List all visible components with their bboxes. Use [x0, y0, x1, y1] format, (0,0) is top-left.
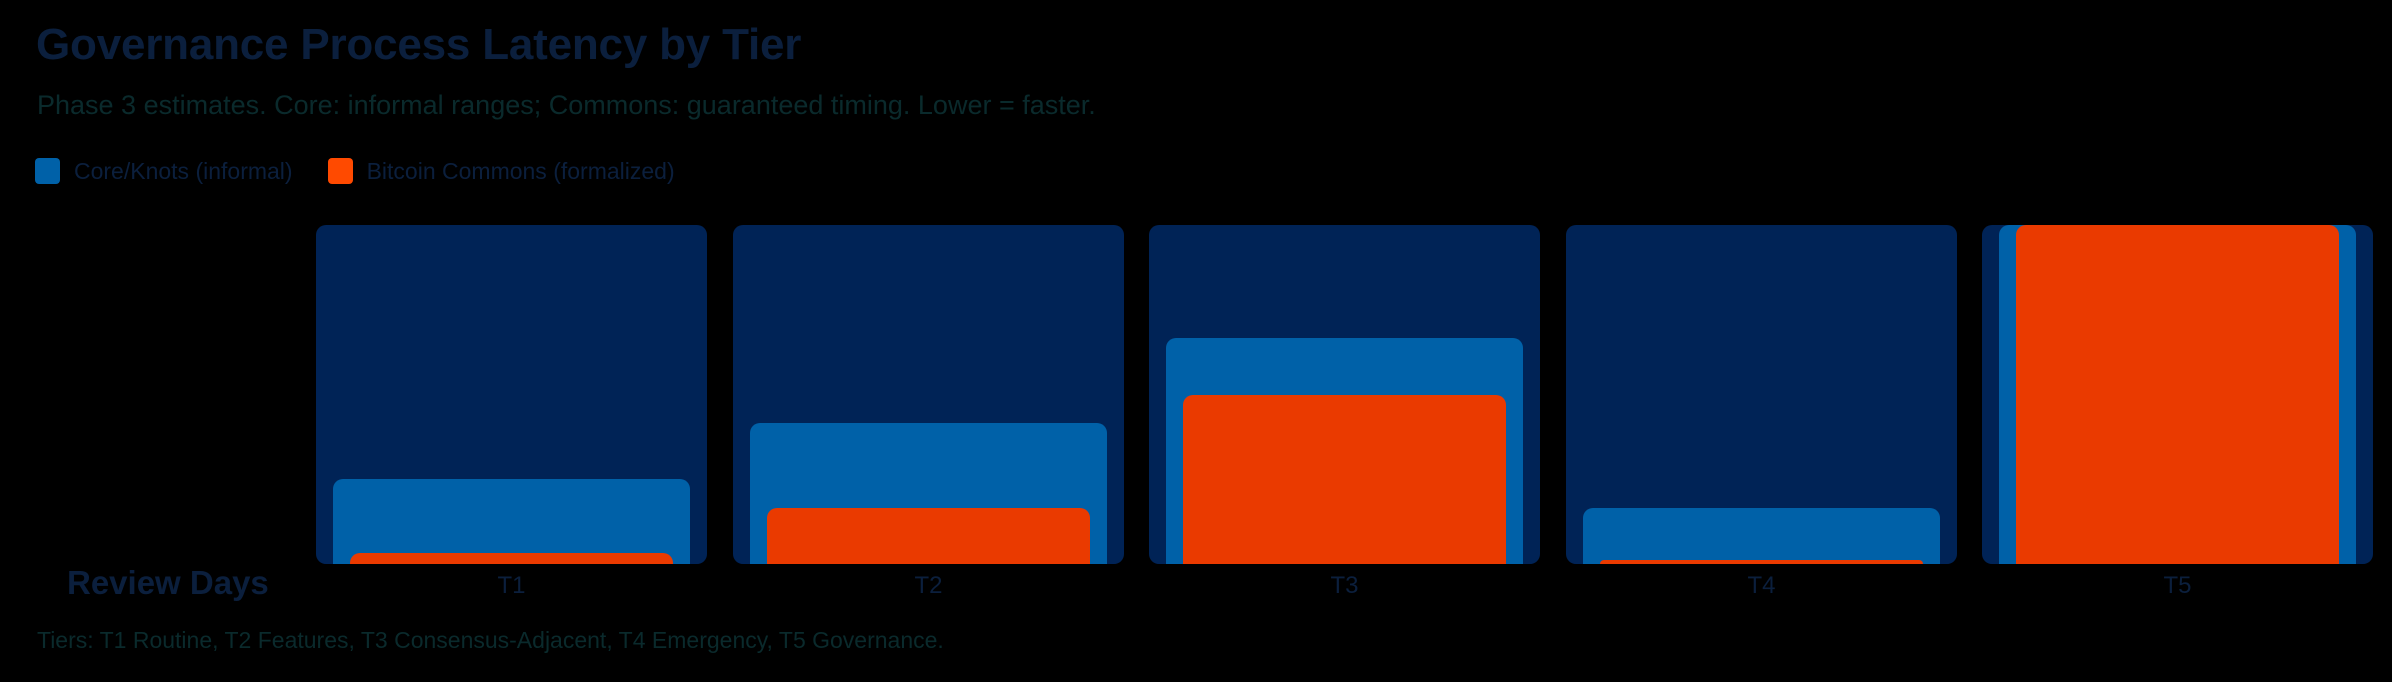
legend-item-commons[interactable]: Bitcoin Commons (formalized) [327, 157, 675, 185]
legend: Core/Knots (informal) Bitcoin Commons (f… [35, 156, 710, 186]
commons-bar-t3[interactable] [1183, 394, 1506, 564]
chart-title: Governance Process Latency by Tier [36, 20, 802, 69]
chart-subtitle: Phase 3 estimates. Core: informal ranges… [37, 90, 1096, 120]
tier-panel-t2 [733, 225, 1124, 564]
commons-bar-t5[interactable] [2016, 225, 2339, 564]
tier-panel-t3 [1149, 225, 1540, 564]
x-tick-t2: T2 [914, 572, 943, 599]
x-tick-t3: T3 [1330, 572, 1359, 599]
tier-panel-t1 [316, 225, 707, 564]
tier-panel-t4 [1566, 225, 1957, 564]
x-tick-t1: T1 [497, 572, 526, 599]
x-tick-t5: T5 [2163, 572, 2192, 599]
tier-panel-t5 [1982, 225, 2373, 564]
commons-swatch-icon [327, 158, 353, 184]
commons-bar-t4[interactable] [1600, 560, 1923, 564]
commons-bar-t2[interactable] [767, 507, 1090, 564]
x-tick-t4: T4 [1747, 572, 1776, 599]
commons-bar-t1[interactable] [350, 552, 673, 564]
core-bar-t1[interactable] [333, 479, 690, 564]
y-axis-label: Review Days [67, 564, 269, 601]
core-swatch-icon [35, 158, 60, 184]
legend-label-core: Core/Knots (informal) [74, 157, 293, 184]
legend-label-commons: Bitcoin Commons (formalized) [366, 157, 675, 184]
legend-item-core[interactable]: Core/Knots (informal) [35, 158, 293, 185]
core-bar-t4[interactable] [1583, 507, 1940, 564]
footnote: Tiers: T1 Routine, T2 Features, T3 Conse… [37, 627, 944, 653]
